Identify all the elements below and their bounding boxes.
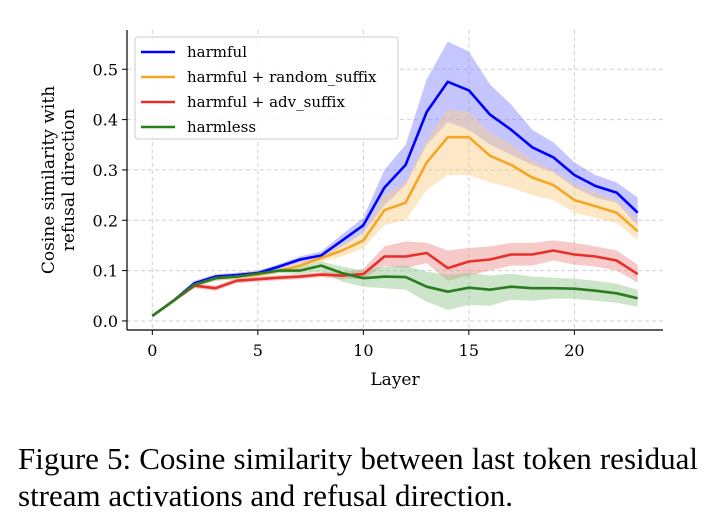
y-tick-label: 0.3 — [93, 161, 118, 180]
legend-label: harmful + adv_suffix — [187, 93, 345, 111]
x-tick-label: 20 — [564, 341, 584, 360]
tick-labels: 0 5 10 15 20 0.0 0.1 0.2 0.3 0.4 0.5 — [93, 60, 585, 360]
x-tick-label: 15 — [459, 341, 479, 360]
confidence-bands — [152, 41, 638, 317]
series-band — [152, 240, 638, 317]
x-tick-label: 10 — [353, 341, 373, 360]
y-tick-label: 0.4 — [93, 111, 118, 130]
y-tick-label: 0.1 — [93, 262, 118, 281]
y-axis-label-line: Cosine similarity with — [39, 86, 59, 274]
y-tick-label: 0.0 — [93, 312, 118, 331]
x-tick-label: 0 — [147, 341, 157, 360]
x-axis-label: Layer — [370, 370, 420, 390]
series-line — [151, 249, 639, 317]
figure-caption: Figure 5: Cosine similarity between last… — [18, 441, 698, 513]
series-band — [152, 261, 638, 317]
axes — [122, 30, 663, 335]
series-line — [151, 264, 638, 317]
line-chart: 0 5 10 15 200.00.10.20.30.40.5 harmfulharmfu… — [39, 30, 663, 390]
series-lines — [151, 80, 639, 317]
legend-label: harmful + random_suffix — [187, 68, 377, 86]
y-tick-label: 0.5 — [93, 60, 118, 79]
legend-box — [134, 36, 399, 140]
y-tick-label: 0.2 — [93, 211, 118, 230]
y-axis-label: Cosine similarity withrefusal direction — [39, 86, 79, 274]
series-line — [151, 80, 639, 317]
legend-label: harmless — [187, 118, 256, 136]
series-band — [152, 109, 638, 317]
legend-label: harmful — [187, 43, 247, 61]
series-band — [152, 41, 638, 317]
x-tick-label: 5 — [253, 341, 263, 360]
y-axis-label-line: refusal direction — [59, 109, 79, 252]
